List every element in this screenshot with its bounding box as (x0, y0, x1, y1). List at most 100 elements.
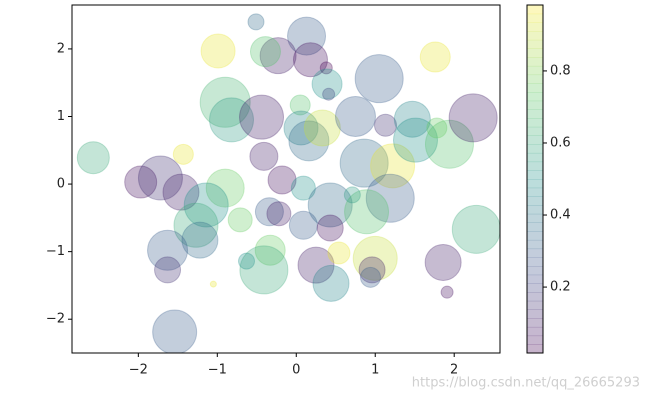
bubble (238, 252, 256, 270)
bubble (426, 117, 448, 139)
bubble (448, 93, 498, 143)
bubble (162, 173, 200, 211)
x-tick-label: 0 (292, 363, 300, 378)
bubble (239, 94, 285, 140)
bubble (249, 36, 281, 68)
y-tick-label: −1 (46, 244, 65, 259)
bubble (307, 182, 353, 228)
bubble (312, 264, 350, 302)
colorbar-segment (527, 161, 543, 171)
colorbar-segment (527, 292, 543, 302)
bubble (359, 266, 381, 288)
bubble (247, 13, 265, 31)
colorbar-segment (527, 13, 543, 23)
colorbar-segment (527, 239, 543, 250)
bubble (370, 143, 416, 189)
bubble (319, 61, 333, 75)
bubble (290, 175, 316, 201)
x-tick-label: 1 (371, 363, 379, 378)
colorbar-segment (527, 309, 543, 319)
colorbar-segment (527, 170, 543, 180)
colorbar-segment (527, 118, 543, 128)
bubble (327, 241, 351, 265)
colorbar-segment (527, 205, 543, 215)
bubble (322, 87, 336, 101)
colorbar-segment (527, 318, 543, 328)
colorbar-segment (527, 39, 543, 49)
colorbar-segment (527, 344, 543, 354)
colorbar-segment (527, 152, 543, 163)
bubble (344, 189, 390, 235)
x-tick-label: −2 (129, 363, 148, 378)
colorbar-tick-label: 0.8 (550, 63, 571, 78)
colorbar-segment (527, 100, 543, 110)
colorbar-segment (527, 109, 543, 119)
colorbar-tick-label: 0.4 (550, 208, 571, 223)
bubble (288, 120, 330, 162)
colorbar-segment (527, 92, 543, 102)
x-tick-label: 2 (450, 363, 458, 378)
bubble (239, 245, 289, 295)
colorbar-tick-label: 0.2 (550, 280, 571, 295)
y-tick-label: 1 (57, 109, 65, 124)
bubble (343, 186, 361, 204)
bubble (288, 210, 318, 240)
y-tick-label: 0 (57, 177, 65, 192)
bubble (292, 42, 328, 78)
colorbar-tick-label: 0.6 (550, 135, 571, 150)
colorbar-segment (527, 248, 543, 258)
colorbar-segment (527, 326, 543, 337)
axes-frame (71, 4, 501, 354)
colorbar-segment (527, 83, 543, 93)
bubble (76, 141, 110, 175)
bubble (147, 229, 189, 271)
colorbar-segment (527, 57, 543, 67)
bubble (173, 202, 219, 248)
plot-area (76, 13, 500, 353)
y-tick-label: 2 (57, 41, 65, 56)
bubble (365, 173, 415, 223)
bubble (209, 280, 217, 288)
bubble (205, 168, 245, 208)
bubble (283, 110, 319, 146)
x-tick-label: −1 (208, 363, 227, 378)
bubble (209, 97, 255, 143)
bubble (254, 234, 286, 266)
bubble (354, 54, 404, 104)
bubble (289, 94, 311, 116)
bubble (172, 143, 194, 165)
colorbar-segment (527, 300, 543, 310)
bubble (424, 243, 462, 281)
bubble (393, 100, 431, 138)
bubble (303, 109, 341, 147)
colorbar-segment (527, 135, 543, 145)
colorbar-segment (527, 283, 543, 293)
bubble (259, 37, 297, 75)
bubble (297, 246, 335, 284)
bubble (200, 33, 236, 69)
bubble (227, 207, 253, 233)
bubble (352, 235, 398, 281)
bubble (154, 256, 182, 284)
colorbar-segment (527, 266, 543, 276)
bubble (183, 182, 229, 228)
colorbar-segment (527, 144, 543, 154)
colorbar-segment (527, 48, 543, 58)
colorbar-segment (527, 187, 543, 197)
bubble (267, 165, 297, 195)
bubble (199, 76, 251, 128)
bubble (339, 138, 389, 188)
colorbar-frame (526, 4, 544, 354)
bubble (124, 165, 158, 199)
bubble (393, 117, 439, 163)
bubble (419, 41, 451, 73)
colorbar-segment (527, 335, 543, 345)
bubble (373, 113, 397, 137)
bubble (152, 309, 198, 353)
colorbar-segment (527, 231, 543, 241)
colorbar-segment (527, 5, 543, 15)
bubble (334, 95, 376, 137)
colorbar-segment (527, 274, 543, 284)
colorbar-segment (527, 213, 543, 223)
